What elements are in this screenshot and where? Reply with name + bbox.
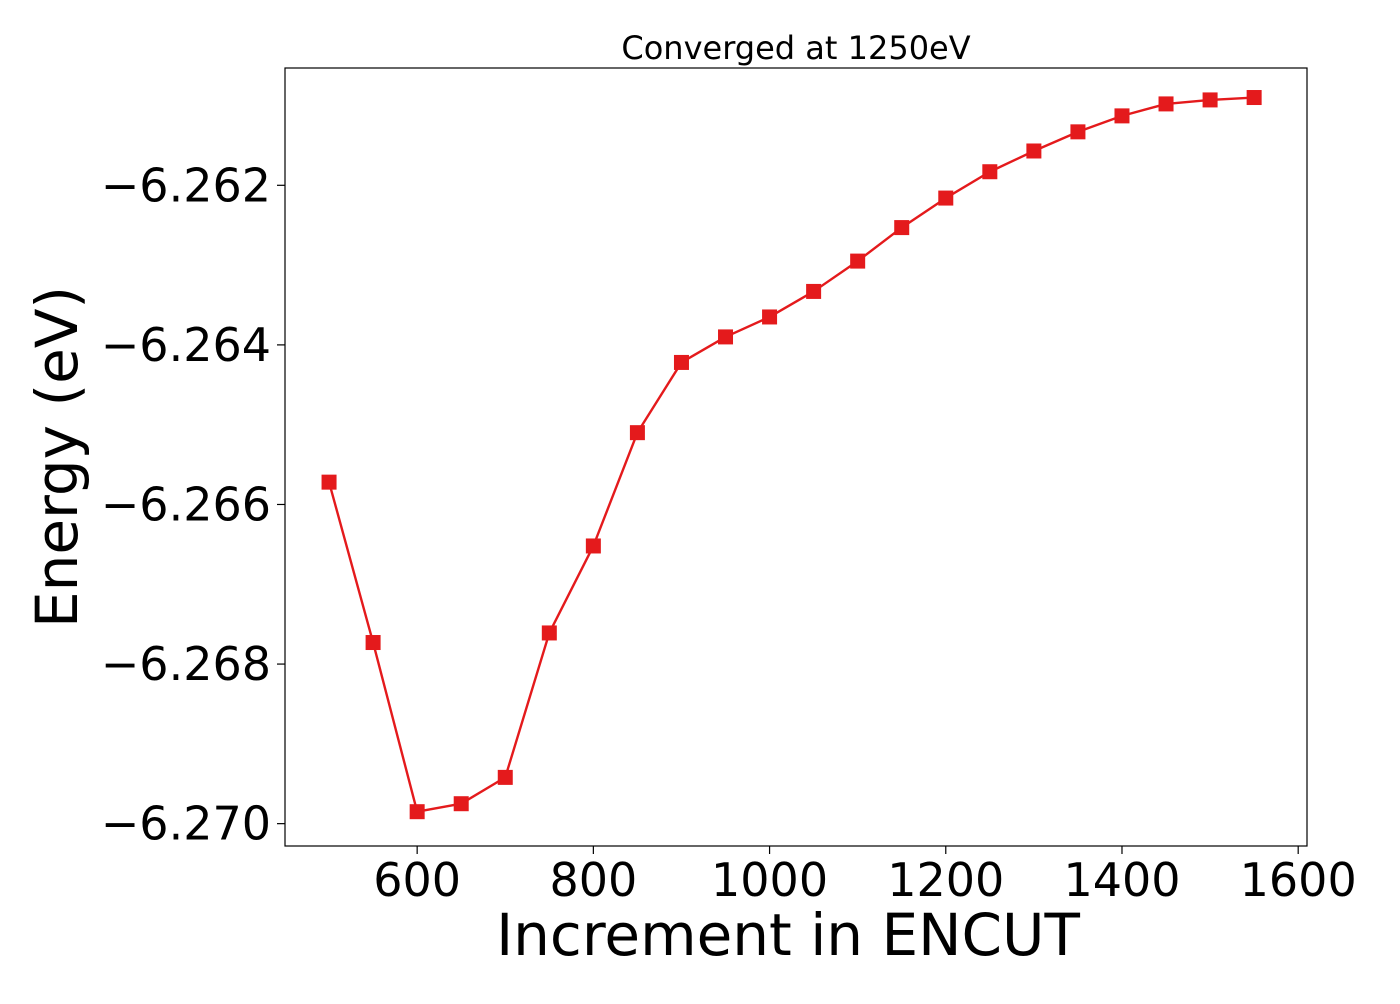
series-line: [327, 96, 1255, 813]
data-point-marker: [762, 309, 778, 325]
x-tick-label: 1200: [887, 853, 1004, 907]
y-tick-label: −6.268: [101, 637, 271, 691]
series-layer: [321, 90, 1262, 820]
data-point-marker: [1026, 143, 1042, 159]
data-point-marker: [541, 625, 557, 641]
data-point-marker: [1114, 108, 1130, 124]
data-point-marker: [1070, 124, 1086, 140]
x-tick-label: 1400: [1063, 853, 1180, 907]
data-point-marker: [894, 220, 910, 236]
data-point-marker: [409, 804, 425, 820]
x-tick-label: 1600: [1240, 853, 1357, 907]
chart-title: Converged at 1250eV: [621, 29, 970, 67]
data-point-marker: [453, 796, 469, 812]
data-point-marker: [321, 474, 337, 490]
x-tick-label: 800: [549, 853, 637, 907]
x-axis-label: Increment in ENCUT: [496, 901, 1080, 969]
data-point-marker: [718, 329, 734, 345]
y-tick-label: −6.270: [101, 797, 271, 851]
data-point-marker: [1246, 90, 1262, 106]
data-point-marker: [673, 354, 689, 370]
data-point-marker: [850, 253, 866, 269]
y-tick-label: −6.264: [101, 318, 271, 372]
data-point-marker: [982, 164, 998, 180]
data-point-marker: [1158, 96, 1174, 112]
x-axis-ticks: 600 800 1000 1200 1400 1600: [373, 846, 1357, 907]
y-tick-label: −6.266: [101, 477, 271, 531]
data-point-marker: [585, 538, 601, 554]
data-point-marker: [497, 769, 513, 785]
data-point-marker: [938, 190, 954, 206]
data-point-marker: [629, 425, 645, 441]
data-point-marker: [806, 283, 822, 299]
data-point-marker: [1202, 92, 1218, 108]
x-tick-label: 600: [373, 853, 461, 907]
y-tick-label: −6.262: [101, 158, 271, 212]
y-axis-label: Energy (eV): [23, 286, 91, 628]
y-axis-ticks: −6.262 −6.264 −6.266 −6.268 −6.270: [101, 158, 285, 851]
plot-area-frame: [284, 67, 1308, 847]
data-point-marker: [365, 635, 381, 651]
x-tick-label: 1000: [711, 853, 828, 907]
